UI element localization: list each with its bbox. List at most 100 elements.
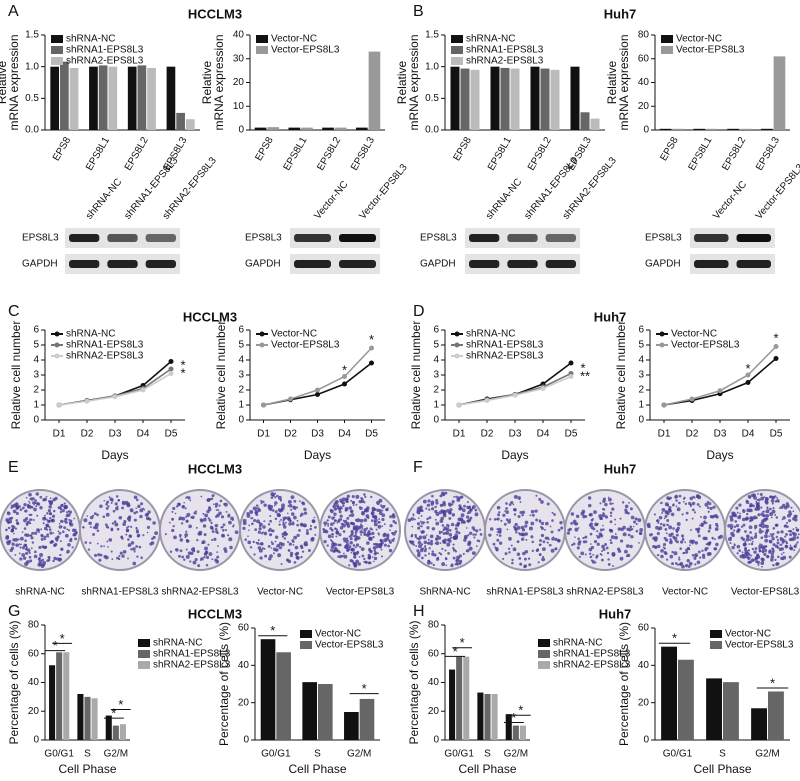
colony bbox=[760, 543, 763, 546]
colony bbox=[264, 554, 268, 558]
colony bbox=[553, 513, 556, 516]
colony bbox=[368, 536, 373, 541]
colony bbox=[24, 539, 27, 542]
colony bbox=[117, 499, 120, 502]
colony bbox=[410, 517, 415, 521]
colony bbox=[431, 550, 434, 553]
colony bbox=[17, 538, 20, 541]
colony bbox=[712, 505, 716, 509]
colony bbox=[669, 554, 674, 559]
colony bbox=[127, 543, 132, 547]
colony bbox=[118, 555, 121, 558]
colony bbox=[550, 548, 555, 553]
colony bbox=[200, 495, 203, 498]
colony bbox=[288, 522, 292, 526]
colony bbox=[689, 539, 694, 544]
colony bbox=[771, 547, 775, 551]
colony bbox=[764, 499, 769, 504]
colony bbox=[609, 502, 613, 505]
bar bbox=[105, 715, 112, 740]
colony bbox=[132, 561, 137, 566]
colony bbox=[466, 501, 469, 504]
colony bbox=[136, 498, 139, 502]
colony bbox=[273, 552, 275, 555]
colony bbox=[290, 495, 295, 500]
colony bbox=[273, 504, 276, 507]
colony bbox=[685, 548, 688, 552]
colony bbox=[779, 537, 784, 542]
colony bbox=[248, 529, 250, 531]
colony bbox=[121, 554, 125, 558]
colony bbox=[452, 556, 456, 560]
colony bbox=[658, 515, 663, 520]
colony bbox=[469, 516, 473, 520]
chart-title: Huh7 bbox=[604, 6, 637, 21]
x-axis-label: Cell Phase bbox=[288, 762, 346, 776]
colony bbox=[788, 555, 792, 559]
colony bbox=[21, 506, 25, 510]
colony bbox=[442, 513, 447, 518]
colony bbox=[524, 550, 529, 554]
point bbox=[342, 381, 347, 387]
colony bbox=[197, 564, 201, 568]
colony bbox=[47, 535, 50, 538]
colony bbox=[282, 521, 285, 524]
colony bbox=[769, 507, 772, 511]
colony bbox=[595, 554, 599, 558]
colony bbox=[377, 524, 382, 529]
colony bbox=[418, 544, 422, 549]
colony bbox=[44, 514, 46, 517]
panel-letter: D bbox=[413, 303, 425, 320]
colony bbox=[500, 519, 503, 522]
colony bbox=[697, 534, 701, 538]
legend-label: shRNA2-EPS8L3 bbox=[466, 351, 544, 362]
colony bbox=[110, 528, 114, 532]
colony bbox=[364, 560, 367, 563]
colony bbox=[666, 496, 670, 500]
colony bbox=[334, 500, 339, 504]
colony bbox=[363, 518, 368, 522]
colony bbox=[249, 546, 253, 549]
colony bbox=[606, 551, 610, 555]
colony bbox=[357, 562, 361, 566]
x-tick-label: S bbox=[84, 749, 91, 760]
colony bbox=[351, 500, 355, 504]
y-tick-label: 60 bbox=[638, 53, 650, 64]
y-tick-label: 80 bbox=[638, 30, 650, 41]
colony bbox=[428, 560, 431, 563]
colony bbox=[177, 502, 181, 507]
colony-label: ShRNA-NC bbox=[419, 587, 470, 598]
colony bbox=[675, 499, 678, 502]
colony bbox=[37, 557, 41, 561]
legend-swatch bbox=[138, 650, 150, 658]
colony bbox=[330, 522, 334, 527]
colony bbox=[730, 523, 733, 526]
bar bbox=[56, 652, 63, 740]
legend-swatch bbox=[661, 35, 673, 43]
x-tick-label: D3 bbox=[311, 429, 324, 440]
colony bbox=[106, 540, 109, 543]
colony bbox=[126, 516, 131, 521]
x-tick-label: G0/G1 bbox=[663, 749, 693, 760]
colony bbox=[389, 541, 392, 544]
legend-label: shRNA1-EPS8L3 bbox=[466, 340, 544, 351]
x-axis-label: Days bbox=[101, 448, 128, 462]
colony bbox=[431, 507, 435, 511]
colony bbox=[629, 507, 633, 511]
colony bbox=[604, 515, 609, 519]
colony bbox=[424, 554, 427, 557]
colony bbox=[441, 547, 444, 551]
colony bbox=[668, 540, 673, 545]
colony bbox=[255, 504, 259, 507]
y-tick-label: 6 bbox=[638, 325, 644, 336]
colony bbox=[787, 513, 791, 518]
colony bbox=[11, 527, 15, 531]
colony bbox=[146, 525, 150, 529]
x-tick-label: D5 bbox=[770, 429, 783, 440]
colony bbox=[353, 555, 357, 559]
colony bbox=[769, 495, 773, 498]
colony bbox=[688, 561, 693, 566]
point bbox=[168, 371, 174, 376]
colony bbox=[378, 518, 381, 520]
